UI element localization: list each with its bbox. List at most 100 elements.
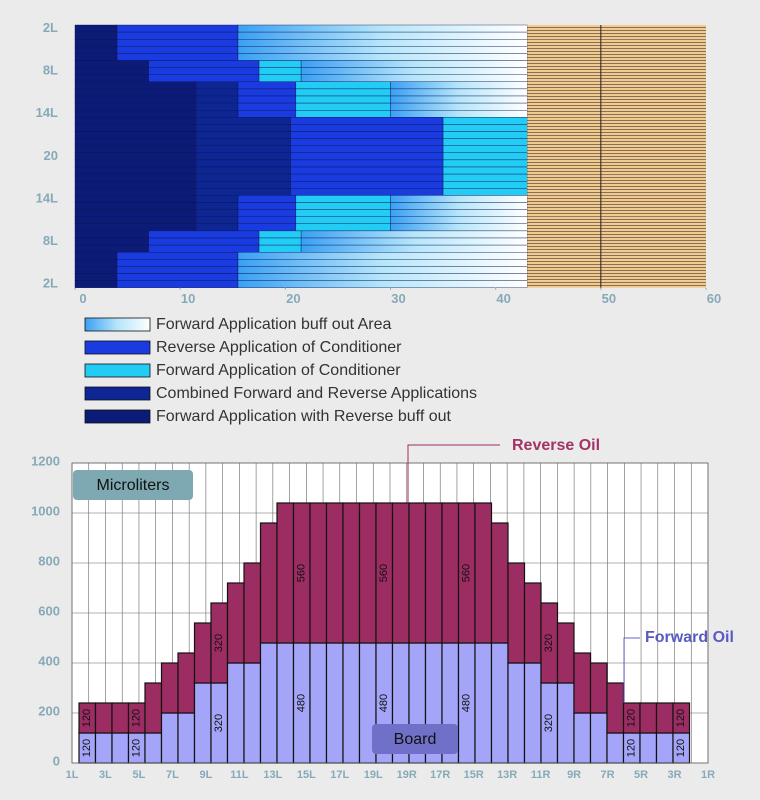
oil-segment	[195, 216, 239, 224]
oil-segment	[290, 152, 444, 161]
oil-segment	[195, 117, 291, 125]
oil-segment	[74, 138, 197, 146]
dry-lane	[527, 145, 706, 153]
oil-segment	[74, 209, 197, 217]
oil-segment	[390, 88, 528, 97]
bar-segment	[507, 662, 526, 764]
bar-segment	[94, 732, 113, 764]
oil-segment	[300, 74, 528, 82]
oil-segment	[116, 53, 239, 61]
y-tick-label: 14L	[36, 190, 58, 205]
dry-lane	[527, 188, 706, 196]
oil-segment	[74, 188, 197, 196]
oil-segment	[195, 223, 239, 232]
oil-segment	[237, 223, 297, 232]
oil-segment	[290, 159, 444, 168]
oil-segment	[195, 166, 291, 175]
data-label: 120	[131, 709, 143, 727]
oil-segment	[442, 159, 528, 168]
oil-segment	[290, 166, 444, 175]
oil-segment	[74, 145, 197, 153]
oil-segment	[195, 102, 239, 111]
oil-segment	[74, 273, 118, 281]
oil-segment	[74, 237, 149, 246]
bar-segment	[160, 712, 179, 764]
oil-segment	[290, 138, 444, 146]
bar-segment	[556, 682, 575, 764]
bar-segment	[94, 702, 113, 734]
oil-segment	[442, 131, 528, 139]
bar-segment	[639, 702, 658, 734]
oil-segment	[258, 60, 302, 68]
oil-segment	[258, 67, 302, 75]
bar-segment	[309, 642, 328, 764]
y-tick-label: 800	[38, 553, 60, 568]
dry-lane	[527, 202, 706, 210]
x-tick-label: 17R	[430, 769, 450, 781]
bar-segment	[639, 732, 658, 764]
x-tick-label: 11L	[230, 769, 249, 781]
bar-segment	[523, 662, 542, 764]
oil-segment	[442, 124, 528, 132]
bar-segment	[276, 502, 295, 644]
oil-segment	[195, 95, 239, 104]
x-tick-label: 13R	[497, 769, 517, 781]
dry-lane	[527, 81, 706, 89]
dry-lane	[527, 32, 706, 40]
bar-segment	[606, 732, 625, 764]
dry-lane	[527, 39, 706, 47]
oil-segment	[442, 138, 528, 146]
legend-swatch	[84, 409, 151, 424]
bar-segment	[474, 642, 493, 764]
oil-segment	[295, 223, 391, 232]
oil-segment	[195, 202, 239, 210]
dry-lane	[527, 209, 706, 217]
bar-segment	[193, 622, 212, 684]
oil-segment	[237, 273, 528, 281]
x-tick-label: 9R	[567, 769, 581, 781]
bar-segment	[672, 702, 691, 734]
oil-segment	[390, 209, 528, 217]
oil-segment	[290, 117, 444, 125]
oil-segment	[237, 31, 528, 40]
bar-segment	[160, 662, 179, 714]
legend-swatch	[84, 363, 151, 378]
oil-segment	[148, 60, 260, 68]
oil-segment	[237, 251, 528, 260]
bar-segment	[243, 562, 262, 664]
dry-lane	[527, 223, 706, 231]
x-tick-label: 30	[391, 291, 405, 306]
oil-segment	[74, 152, 197, 161]
oil-segment	[295, 202, 391, 210]
oil-segment	[74, 259, 118, 267]
oil-segment	[300, 67, 528, 75]
data-label: 120	[675, 709, 687, 727]
y-tick-label: 600	[38, 603, 60, 618]
oil-segment	[74, 251, 118, 260]
y-tick-label: 200	[38, 703, 60, 718]
bar-segment	[358, 502, 377, 644]
bar-segment	[342, 642, 361, 764]
oil-segment	[74, 223, 197, 232]
series-annotation: Forward Oil	[645, 629, 734, 646]
bar-segment	[606, 682, 625, 734]
oil-segment	[195, 159, 291, 168]
data-label: 480	[296, 694, 308, 712]
oil-segment	[74, 202, 197, 210]
bar-segment	[408, 502, 427, 644]
oil-segment	[237, 266, 528, 274]
x-tick-label: 7R	[601, 769, 615, 781]
x-tick-label: 13L	[263, 769, 282, 781]
dry-lane	[527, 138, 706, 146]
oil-segment	[116, 266, 239, 274]
oil-segment	[74, 109, 197, 118]
x-tick-label: 9L	[199, 769, 212, 781]
bar-segment	[490, 522, 509, 644]
oil-segment	[195, 188, 291, 196]
dry-lane	[527, 259, 706, 267]
oil-segment	[295, 102, 391, 111]
oil-segment	[74, 39, 118, 47]
oil-segment	[74, 131, 197, 139]
oil-segment	[74, 159, 197, 168]
